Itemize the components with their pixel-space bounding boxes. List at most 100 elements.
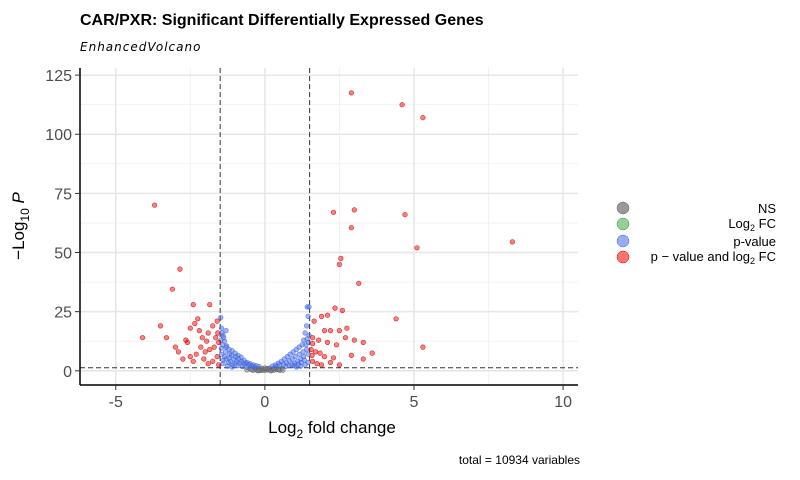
point-p-value-and-log2-fc xyxy=(308,346,314,353)
point-p-value-and-log2-fc xyxy=(214,318,220,324)
point-p-value xyxy=(225,359,232,366)
point-p-value-and-log2-fc xyxy=(175,349,181,355)
point-p-value-and-log2-fc xyxy=(172,344,178,350)
point-p-value-and-log2-fc xyxy=(360,356,366,362)
point-p-value xyxy=(230,362,236,368)
point-p-value xyxy=(304,323,310,329)
point-p-value-and-log2-fc xyxy=(321,328,328,334)
x-tick-label: 10 xyxy=(554,394,572,411)
point-p-value-and-log2-fc xyxy=(207,346,213,353)
point-p-value-and-log2-fc xyxy=(338,255,344,262)
point-p-value xyxy=(304,304,310,310)
point-p-value-and-log2-fc xyxy=(420,344,426,350)
point-p-value-and-log2-fc xyxy=(344,325,350,331)
point-p-value-and-log2-fc xyxy=(215,330,221,336)
plot-panel: -5 0 5 10 0 25 50 75 100 125 xyxy=(45,68,578,411)
point-p-value-and-log2-fc xyxy=(356,280,362,286)
point-p-value-and-log2-fc xyxy=(351,207,357,213)
point-p-value-and-log2-fc xyxy=(177,266,183,272)
point-p-value-and-log2-fc xyxy=(342,335,349,341)
point-p-value-and-log2-fc xyxy=(205,361,211,367)
point-p-value-and-log2-fc xyxy=(211,344,217,350)
point-p-value xyxy=(296,351,302,357)
point-p-value xyxy=(218,315,224,321)
point-p-value xyxy=(303,342,309,348)
point-p-value-and-log2-fc xyxy=(207,302,213,308)
chart-title: CAR/PXR: Significant Differentially Expr… xyxy=(80,12,484,29)
point-p-value-and-log2-fc xyxy=(196,328,202,334)
y-ticks: 0 25 50 75 100 125 xyxy=(45,68,80,381)
point-p-value-and-log2-fc xyxy=(336,328,343,334)
point-p-value-and-log2-fc xyxy=(327,328,334,334)
point-p-value-and-log2-fc xyxy=(393,316,399,322)
point-p-value-and-log2-fc xyxy=(321,354,328,360)
point-p-value-and-log2-fc xyxy=(195,316,201,322)
point-p-value xyxy=(221,335,227,341)
point-p-value-and-log2-fc xyxy=(205,330,211,336)
point-p-value-and-log2-fc xyxy=(414,245,420,251)
point-p-value-and-log2-fc xyxy=(399,102,405,108)
point-p-value-and-log2-fc xyxy=(314,361,320,367)
point-p-value-and-log2-fc xyxy=(327,359,334,366)
point-p-value-and-log2-fc xyxy=(310,358,316,364)
point-p-value-and-log2-fc xyxy=(201,356,207,362)
point-p-value xyxy=(300,349,306,355)
x-tick-label: 5 xyxy=(410,394,419,411)
point-p-value-and-log2-fc xyxy=(336,362,343,368)
point-p-value-and-log2-fc xyxy=(330,209,337,215)
point-p-value xyxy=(228,352,235,359)
point-p-value-and-log2-fc xyxy=(310,341,316,347)
point-p-value-and-log2-fc xyxy=(204,338,210,344)
point-p-value xyxy=(219,325,225,331)
legend-key-pvalue-and-log2fc xyxy=(616,250,630,264)
y-axis-label: −Log10 P xyxy=(9,191,32,259)
point-p-value-and-log2-fc xyxy=(318,362,325,368)
point-p-value-and-log2-fc xyxy=(169,286,175,292)
point-p-value-and-log2-fc xyxy=(348,352,355,359)
point-p-value xyxy=(291,362,297,369)
point-p-value-and-log2-fc xyxy=(163,335,170,341)
point-p-value-and-log2-fc xyxy=(184,339,190,346)
point-p-value-and-log2-fc xyxy=(316,337,322,343)
point-p-value xyxy=(269,363,275,369)
point-p-value-and-log2-fc xyxy=(324,339,331,346)
point-p-value-and-log2-fc xyxy=(187,325,193,331)
y-tick-label: 100 xyxy=(45,127,72,144)
legend-label-ns: NS xyxy=(758,201,776,216)
point-p-value-and-log2-fc xyxy=(339,307,346,314)
point-p-value xyxy=(256,363,262,370)
point-p-value xyxy=(224,343,230,349)
legend: NS Log2 FC p-value p − value and log2 FC xyxy=(616,201,776,266)
y-tick-label: 0 xyxy=(63,364,72,381)
point-p-value-and-log2-fc xyxy=(216,339,222,346)
point-ns xyxy=(262,365,268,371)
point-p-value-and-log2-fc xyxy=(199,335,205,341)
point-p-value-and-log2-fc xyxy=(190,358,196,364)
point-p-value xyxy=(223,328,229,334)
point-p-value xyxy=(305,313,311,320)
point-p-value-and-log2-fc xyxy=(360,339,366,346)
point-p-value-and-log2-fc xyxy=(509,239,516,245)
point-p-value-and-log2-fc xyxy=(318,313,325,320)
point-p-value xyxy=(274,363,280,369)
point-p-value-and-log2-fc xyxy=(140,335,146,341)
point-p-value-and-log2-fc xyxy=(216,362,222,368)
gridlines xyxy=(80,68,578,385)
point-p-value-and-log2-fc xyxy=(198,344,204,350)
point-p-value-and-log2-fc xyxy=(311,318,317,324)
point-p-value-and-log2-fc xyxy=(187,354,193,360)
point-p-value-and-log2-fc xyxy=(402,212,408,218)
point-p-value-and-log2-fc xyxy=(193,351,199,357)
point-p-value xyxy=(295,361,301,367)
point-p-value xyxy=(251,364,257,370)
point-p-value-and-log2-fc xyxy=(210,358,216,364)
x-ticks: -5 0 5 10 xyxy=(109,385,572,411)
point-p-value-and-log2-fc xyxy=(210,323,216,329)
point-p-value-and-log2-fc xyxy=(348,90,355,96)
point-p-value-and-log2-fc xyxy=(333,342,340,348)
legend-label-pvalue: p-value xyxy=(733,234,776,249)
point-p-value-and-log2-fc xyxy=(202,349,208,355)
point-p-value-and-log2-fc xyxy=(309,352,315,359)
point-p-value xyxy=(304,336,310,342)
